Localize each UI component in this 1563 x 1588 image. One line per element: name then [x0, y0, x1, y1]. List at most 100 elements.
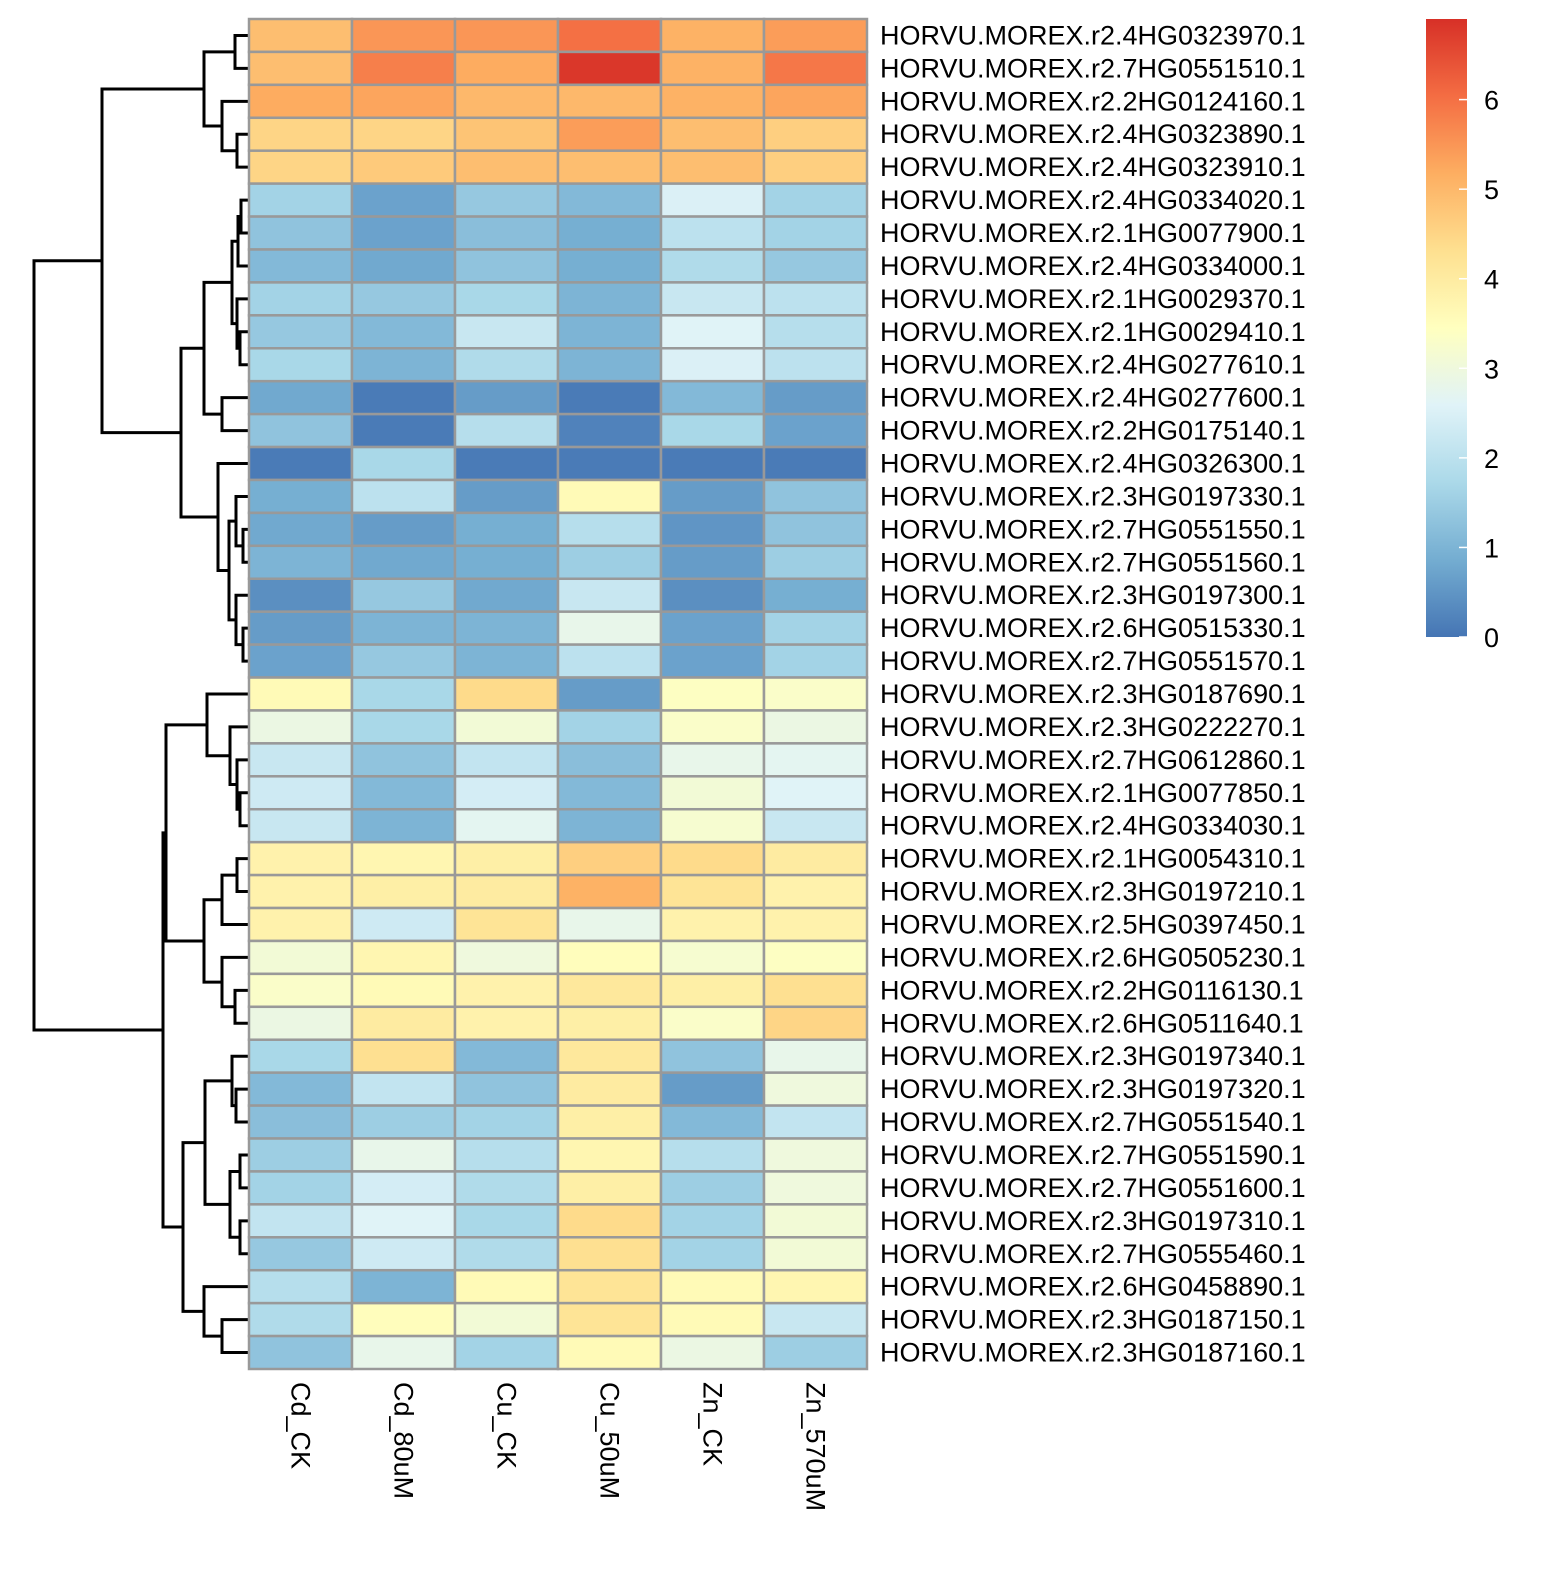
dendrogram-branch	[238, 1219, 249, 1256]
dendrogram-branch	[202, 1285, 249, 1338]
heatmap-cell	[762, 314, 869, 350]
heatmap-cell	[247, 412, 354, 449]
heatmap-cell	[247, 17, 354, 54]
heatmap-cell	[762, 676, 869, 712]
dendrogram-branch	[238, 1153, 249, 1190]
row-label: HORVU.MOREX.r2.3HG0197320.1	[880, 1074, 1306, 1104]
heatmap-cell	[453, 511, 560, 548]
dendrogram-branch	[202, 50, 235, 128]
heatmap-cell	[556, 379, 663, 416]
heatmap-cell	[556, 314, 663, 350]
heatmap-cell	[350, 972, 457, 1009]
heatmap-cell	[453, 906, 560, 943]
heatmap-cell	[762, 939, 869, 976]
colorbar	[1426, 19, 1467, 637]
heatmap-cell	[350, 511, 457, 548]
row-label: HORVU.MOREX.r2.4HG0323910.1	[880, 152, 1306, 182]
heatmap-cell	[659, 610, 766, 646]
dendrogram-branch	[181, 1141, 205, 1313]
dendrogram-branch	[205, 692, 249, 758]
row-label: HORVU.MOREX.r2.7HG0551510.1	[880, 53, 1306, 83]
heatmap-cell	[762, 840, 869, 877]
dendrogram-branch	[238, 791, 249, 828]
row-label: HORVU.MOREX.r2.5HG0397450.1	[880, 909, 1306, 939]
dendrogram-branch	[233, 988, 249, 1025]
heatmap-cell	[762, 347, 869, 383]
heatmap-cell	[350, 544, 457, 581]
heatmap-cell	[350, 379, 457, 416]
heatmap-cell	[659, 182, 766, 218]
heatmap-cell	[762, 709, 869, 745]
row-label: HORVU.MOREX.r2.3HG0197210.1	[880, 877, 1306, 907]
heatmap-cell	[247, 807, 354, 844]
dendrogram-branch	[228, 725, 249, 787]
heatmap-cell	[556, 840, 663, 877]
heatmap-cell	[556, 1005, 663, 1041]
heatmap-cell	[350, 445, 457, 482]
heatmap-cell	[350, 182, 457, 218]
heatmap-cell	[556, 1104, 663, 1140]
heatmap-cell	[659, 347, 766, 383]
heatmap-cell	[762, 17, 869, 54]
heatmap-cell	[659, 1170, 766, 1206]
heatmap-cell	[453, 1038, 560, 1074]
heatmap-cell	[762, 149, 869, 185]
heatmap-cell	[556, 643, 663, 679]
heatmap-cell	[453, 478, 560, 515]
heatmap-cell	[659, 972, 766, 1009]
column-labels: Cd_CK Cd_80uM Cu_CK Cu_50uM Zn_CK Zn_570uM	[286, 1382, 831, 1511]
heatmap-cell	[659, 248, 766, 284]
heatmap-cell	[453, 116, 560, 152]
heatmap-cell	[659, 544, 766, 581]
heatmap-cell	[350, 50, 457, 87]
heatmap-cell	[247, 314, 354, 350]
row-label: HORVU.MOREX.r2.7HG0551570.1	[880, 646, 1306, 676]
heatmap-cell	[247, 1203, 354, 1239]
heatmap-cell	[247, 83, 354, 120]
heatmap-cell	[453, 215, 560, 251]
heatmap-cell	[247, 215, 354, 251]
heatmap-cell	[556, 1137, 663, 1173]
heatmap-cell	[659, 281, 766, 317]
heatmap-cell	[762, 478, 869, 515]
heatmap-cell	[762, 1137, 869, 1173]
heatmap-cell	[350, 314, 457, 350]
heatmap-cell	[350, 281, 457, 317]
row-label: HORVU.MOREX.r2.6HG0511640.1	[880, 1008, 1304, 1038]
heatmap-cell	[659, 379, 766, 416]
heatmap-cell	[350, 742, 457, 778]
row-label: HORVU.MOREX.r2.7HG0551590.1	[880, 1140, 1306, 1170]
heatmap-cell	[453, 775, 560, 811]
heatmap-cell	[453, 1301, 560, 1338]
heatmap-cell	[453, 840, 560, 877]
heatmap-cell	[556, 939, 663, 976]
dendrogram-branch	[100, 87, 204, 435]
heatmap-cell	[247, 281, 354, 317]
heatmap-cell	[453, 1203, 560, 1239]
heatmap-cell	[659, 807, 766, 844]
heatmap-cell	[762, 281, 869, 317]
row-label: HORVU.MOREX.r2.6HG0458890.1	[880, 1272, 1306, 1302]
heatmap-cell	[350, 17, 457, 54]
heatmap-cell	[350, 248, 457, 284]
heatmap-cell	[247, 1268, 354, 1305]
heatmap-cell	[659, 83, 766, 120]
row-label: HORVU.MOREX.r2.7HG0551550.1	[880, 514, 1306, 544]
heatmap-cell	[659, 1104, 766, 1140]
heatmap-cell	[659, 116, 766, 152]
heatmap-cell	[762, 1038, 869, 1074]
row-label: HORVU.MOREX.r2.3HG0197340.1	[880, 1041, 1306, 1071]
heatmap-cell	[350, 1038, 457, 1074]
heatmap-cells	[247, 17, 869, 1371]
row-label: HORVU.MOREX.r2.7HG0551540.1	[880, 1107, 1306, 1137]
row-label: HORVU.MOREX.r2.4HG0277610.1	[880, 350, 1306, 380]
heatmap-cell	[556, 511, 663, 548]
dendrogram-branch	[238, 330, 249, 367]
heatmap-cell	[350, 840, 457, 877]
heatmap-cell	[247, 248, 354, 284]
heatmap-cell	[556, 709, 663, 745]
heatmap-cell	[350, 1301, 457, 1338]
dendrogram-branch	[179, 346, 218, 519]
heatmap-cell	[659, 643, 766, 679]
heatmap-cell	[247, 1071, 354, 1107]
